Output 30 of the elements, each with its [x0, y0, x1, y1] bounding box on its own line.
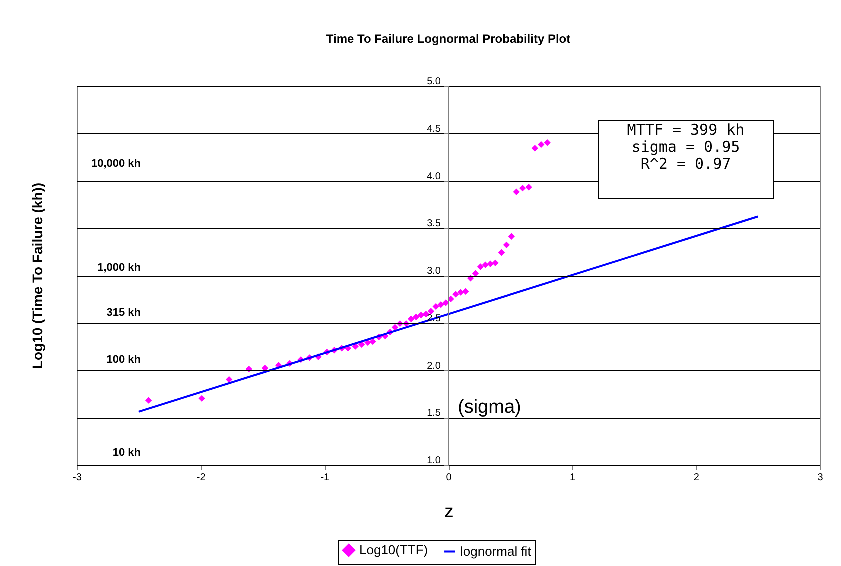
x-tick-label: 3 — [818, 472, 824, 484]
x-tick-label: -1 — [320, 472, 330, 484]
chart-title: Time To Failure Lognormal Probability Plot — [326, 32, 571, 46]
x-tick-label: -3 — [73, 472, 82, 484]
y-tick-label: 5.0 — [427, 76, 442, 88]
x-tick-label: 2 — [694, 472, 700, 484]
annotation: (sigma) — [458, 397, 522, 418]
y-tick-label: 3.5 — [427, 218, 442, 230]
y-tick-label: 2.0 — [427, 360, 442, 372]
x-tick-label: 1 — [570, 472, 576, 484]
x-tick-label: 0 — [446, 472, 452, 484]
legend-label: lognormal fit — [460, 544, 532, 559]
annotation: 100 kh — [106, 354, 142, 366]
annotation: R^2 = 0.97 — [640, 155, 732, 173]
annotation: 1,000 kh — [98, 262, 142, 274]
annotation: MTTF = 399 kh — [626, 121, 746, 139]
y-axis-title: Log10 (Time To Failure (kh)) — [30, 182, 46, 370]
y-tick-label: 4.5 — [427, 124, 442, 135]
annotation: 10,000 kh — [91, 158, 142, 170]
annotation: sigma = 0.95 — [630, 138, 742, 156]
annotation: 10 kh — [112, 447, 142, 459]
y-tick-label: 1.5 — [427, 408, 442, 420]
y-tick-label: 3.0 — [427, 266, 442, 277]
y-tick-label: 4.0 — [427, 171, 442, 182]
x-tick-label: -2 — [196, 472, 206, 484]
x-axis-title: Z — [444, 504, 454, 520]
y-tick-label: 1.0 — [427, 456, 442, 466]
text-box: MTTF = 399 kh sigma = 0.95 R^2 = 0.97 — [598, 120, 774, 199]
annotation: 315 kh — [106, 307, 142, 319]
legend-label: Log10(TTF) — [360, 542, 428, 558]
